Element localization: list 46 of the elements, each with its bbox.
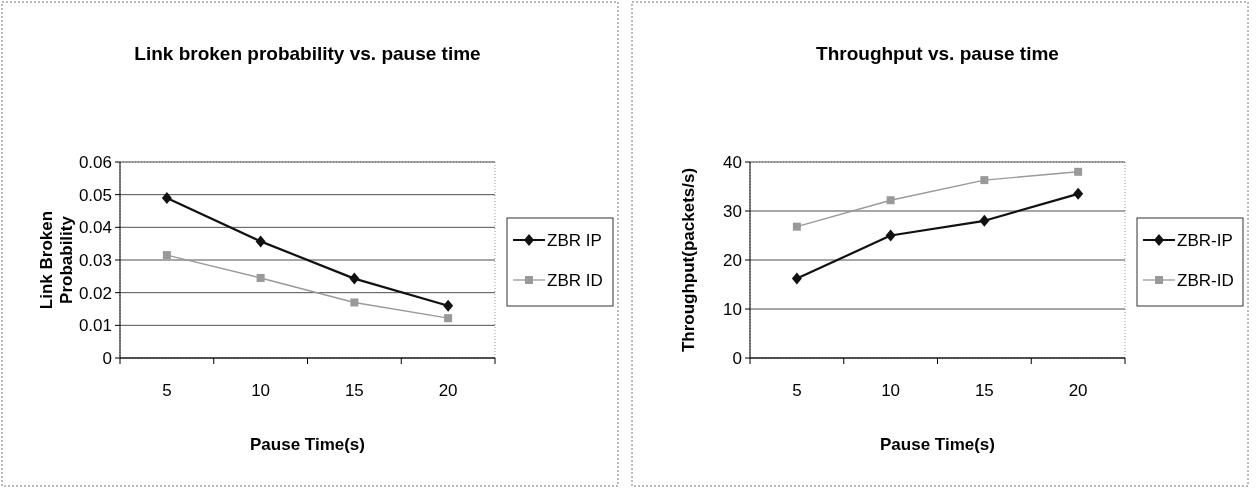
- point: [1073, 187, 1084, 200]
- point: [255, 235, 266, 248]
- x-tick-label: 20: [1068, 381, 1088, 400]
- point: [885, 229, 896, 242]
- y-axis-title: Throughput(packets/s): [679, 167, 698, 353]
- y-tick-label: 0.06: [78, 152, 112, 172]
- chart-title: Link broken probability vs. pause time: [134, 43, 481, 64]
- x-tick-label: 5: [792, 381, 802, 400]
- y-tick-label: 0.03: [78, 250, 112, 270]
- y-tick-label: 0.02: [78, 283, 112, 303]
- point: [980, 176, 989, 185]
- x-tick-label: 10: [251, 381, 271, 400]
- x-tick-label: 5: [162, 381, 172, 400]
- y-tick-label: 0: [732, 348, 742, 368]
- y-tick-label: 0.01: [78, 316, 112, 336]
- point: [349, 272, 360, 285]
- point: [161, 191, 172, 204]
- point: [162, 251, 171, 260]
- legend-label: ZBR-IP: [1177, 230, 1233, 250]
- point: [444, 314, 453, 323]
- y-tick-label: 10: [723, 299, 742, 319]
- legend-label: ZBR-ID: [1177, 270, 1234, 290]
- point: [443, 299, 454, 312]
- point: [792, 222, 801, 231]
- point: [979, 214, 990, 227]
- x-tick-label: 20: [438, 381, 458, 400]
- x-tick-label: 15: [344, 381, 364, 400]
- x-tick-label: 15: [974, 381, 994, 400]
- point: [1074, 167, 1083, 176]
- x-tick-label: 10: [881, 381, 901, 400]
- x-axis-title: Pause Time(s): [880, 435, 995, 454]
- point: [791, 272, 802, 285]
- chart-title: Throughput vs. pause time: [816, 43, 1059, 64]
- y-tick-label: 30: [723, 201, 742, 221]
- y-tick-label: 20: [723, 250, 742, 270]
- point: [350, 298, 359, 307]
- x-axis-title: Pause Time(s): [250, 435, 365, 454]
- y-axis-title: Link Broken Probability: [37, 210, 76, 310]
- point: [256, 273, 265, 282]
- point: [886, 196, 895, 205]
- y-tick-label: 0.04: [78, 218, 112, 238]
- legend-label: ZBR IP: [547, 230, 602, 250]
- y-tick-label: 0.05: [78, 185, 112, 205]
- legend-label: ZBR ID: [547, 270, 603, 290]
- y-tick-label: 40: [723, 152, 742, 172]
- y-tick-label: 0: [102, 348, 112, 368]
